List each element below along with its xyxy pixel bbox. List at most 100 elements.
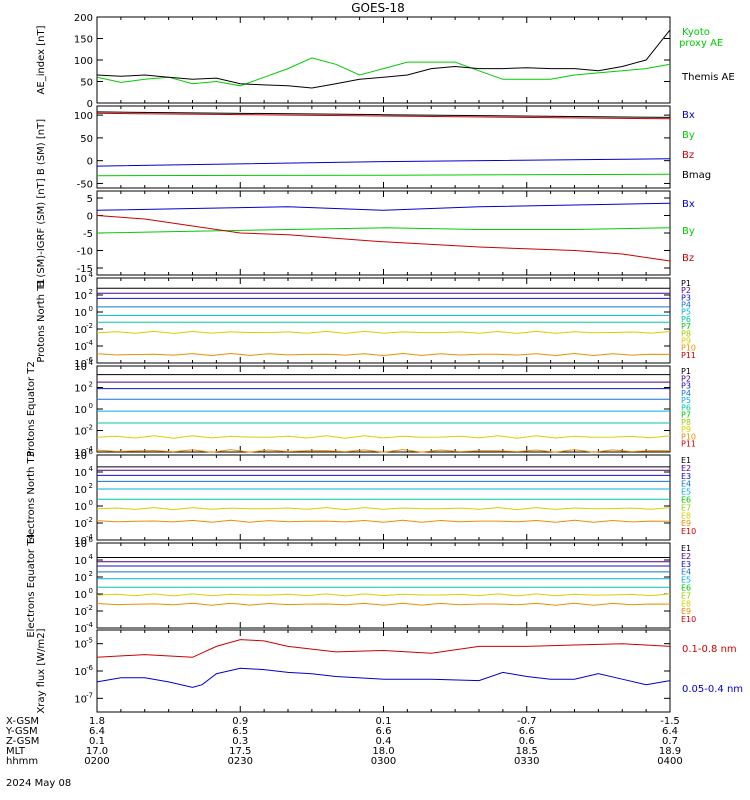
series-line [96,158,671,167]
orbit-row-label: Y-GSM [5,726,38,737]
y-axis-label: B (SM) [nT] [36,119,47,175]
channel-line [96,507,671,511]
legend-entry: P4 [681,301,691,310]
y-tick-label: -50 [77,179,93,190]
panel-frame [96,277,671,364]
series-line [96,112,671,120]
y-tick-label: 10 [74,325,87,336]
legend-entry: E8 [681,511,691,520]
orbit-value: 0200 [84,756,109,767]
panel-frame [96,454,671,541]
series-line [96,227,671,234]
legend-entry: P11 [681,351,696,360]
legend-entry: E8 [681,599,691,608]
y-tick-label: 10 [74,451,87,462]
y-tick-label: -5 [83,229,93,240]
chart-title: GOES-18 [351,1,405,15]
y-axis-label: B (SM)-IGRF (SM) [nT] [36,178,47,287]
legend-entry: 0.05-0.4 nm [682,684,743,695]
orbit-value: 6.4 [89,726,105,737]
orbit-value: 6.4 [662,726,678,737]
y-tick-label: 10 [74,448,87,459]
legend-entry: P9 [681,425,691,434]
y-tick-label: 10 [74,342,87,353]
legend-entry: P4 [681,389,691,398]
y-tick-label: 10 [74,291,87,302]
panel-frame [96,629,671,713]
orbit-value: 0.9 [232,716,248,727]
channel-line [96,352,671,357]
legend-entry: 0.1-0.8 nm [682,644,737,655]
orbit-row-label: Z-GSM [6,736,39,747]
orbit-value: 1.8 [89,716,105,727]
legend-entry: P3 [681,293,691,302]
orbit-value: 18.0 [372,746,394,757]
y-tick-exponent: 2 [89,381,93,389]
y-tick-exponent: -5 [86,637,93,645]
legend-entry: P6 [681,315,691,324]
orbit-value: 0230 [228,756,253,767]
orbit-value: 0.1 [89,736,105,747]
y-tick-exponent: 4 [89,465,94,473]
y-tick-label: 5 [87,194,93,205]
y-tick-exponent: -4 [86,621,94,629]
orbit-value: 0400 [657,756,682,767]
y-tick-label: 0 [87,157,93,168]
y-tick-exponent: 4 [89,553,94,561]
y-tick-exponent: -2 [86,604,93,612]
orbit-row-label: MLT [6,746,26,757]
y-tick-label: 200 [74,13,93,24]
legend-entry: Bx [682,199,695,210]
legend-entry: Bx [682,110,695,121]
y-tick-exponent: -7 [86,691,93,699]
y-tick-label: -10 [77,247,93,258]
panel-8: Xray flux [W/m2] 10-510-610 -70.1-0.8 nm0.… [36,628,743,713]
series-line [96,215,671,262]
y-tick-exponent: 0 [89,402,93,410]
orbit-value: 17.5 [229,746,251,757]
legend-entry: P10 [681,344,696,353]
y-tick-label: 10 [74,556,87,567]
y-tick-exponent: -6 [86,356,94,364]
y-tick-exponent: 0 [89,587,93,595]
panel-frame [96,365,671,453]
y-tick-label: 10 [74,519,87,530]
y-tick-exponent: 2 [89,482,93,490]
y-tick-label: 100 [74,56,93,67]
legend-entry: E1 [681,456,691,465]
y-tick-label: 10 [74,468,87,479]
channel-line [96,330,671,334]
panel-3: B (SM)-IGRF (SM) [nT] 5 0 -5 -10 -15 Bx By Bz [36,178,695,287]
legend-entry: E3 [681,472,691,481]
legend-entry: P7 [681,322,691,331]
legend-entry: P9 [681,336,691,345]
legend-entry: E10 [681,615,696,624]
y-tick-label: 0 [87,99,93,110]
channel-line [96,593,671,597]
y-tick-label: 10 [74,384,87,395]
y-tick-exponent: 6 [89,448,94,456]
legend-entry: E5 [681,576,691,585]
y-tick-exponent: 2 [89,288,93,296]
orbit-value: 18.9 [659,746,681,757]
y-tick-exponent: -2 [86,516,93,524]
legend-entry: Bz [682,150,694,161]
legend-entry: proxy AE [679,38,723,49]
series-line [96,57,671,87]
y-tick-exponent: 6 [89,536,94,544]
orbit-value: 0300 [371,756,396,767]
legend-entry: P10 [681,432,696,441]
legend-entry: P8 [681,329,691,338]
y-tick-label: -15 [77,264,93,275]
legend-entry: E7 [681,591,691,600]
y-tick-label: 10 [74,485,87,496]
y-axis-label: Electrons North T3 [26,451,37,544]
legend-entry: Kyoto [682,27,710,38]
panel-frame [96,16,671,104]
panel-frame [96,542,671,629]
y-tick-label: 0 [87,212,93,223]
y-tick-label: 10 [74,308,87,319]
